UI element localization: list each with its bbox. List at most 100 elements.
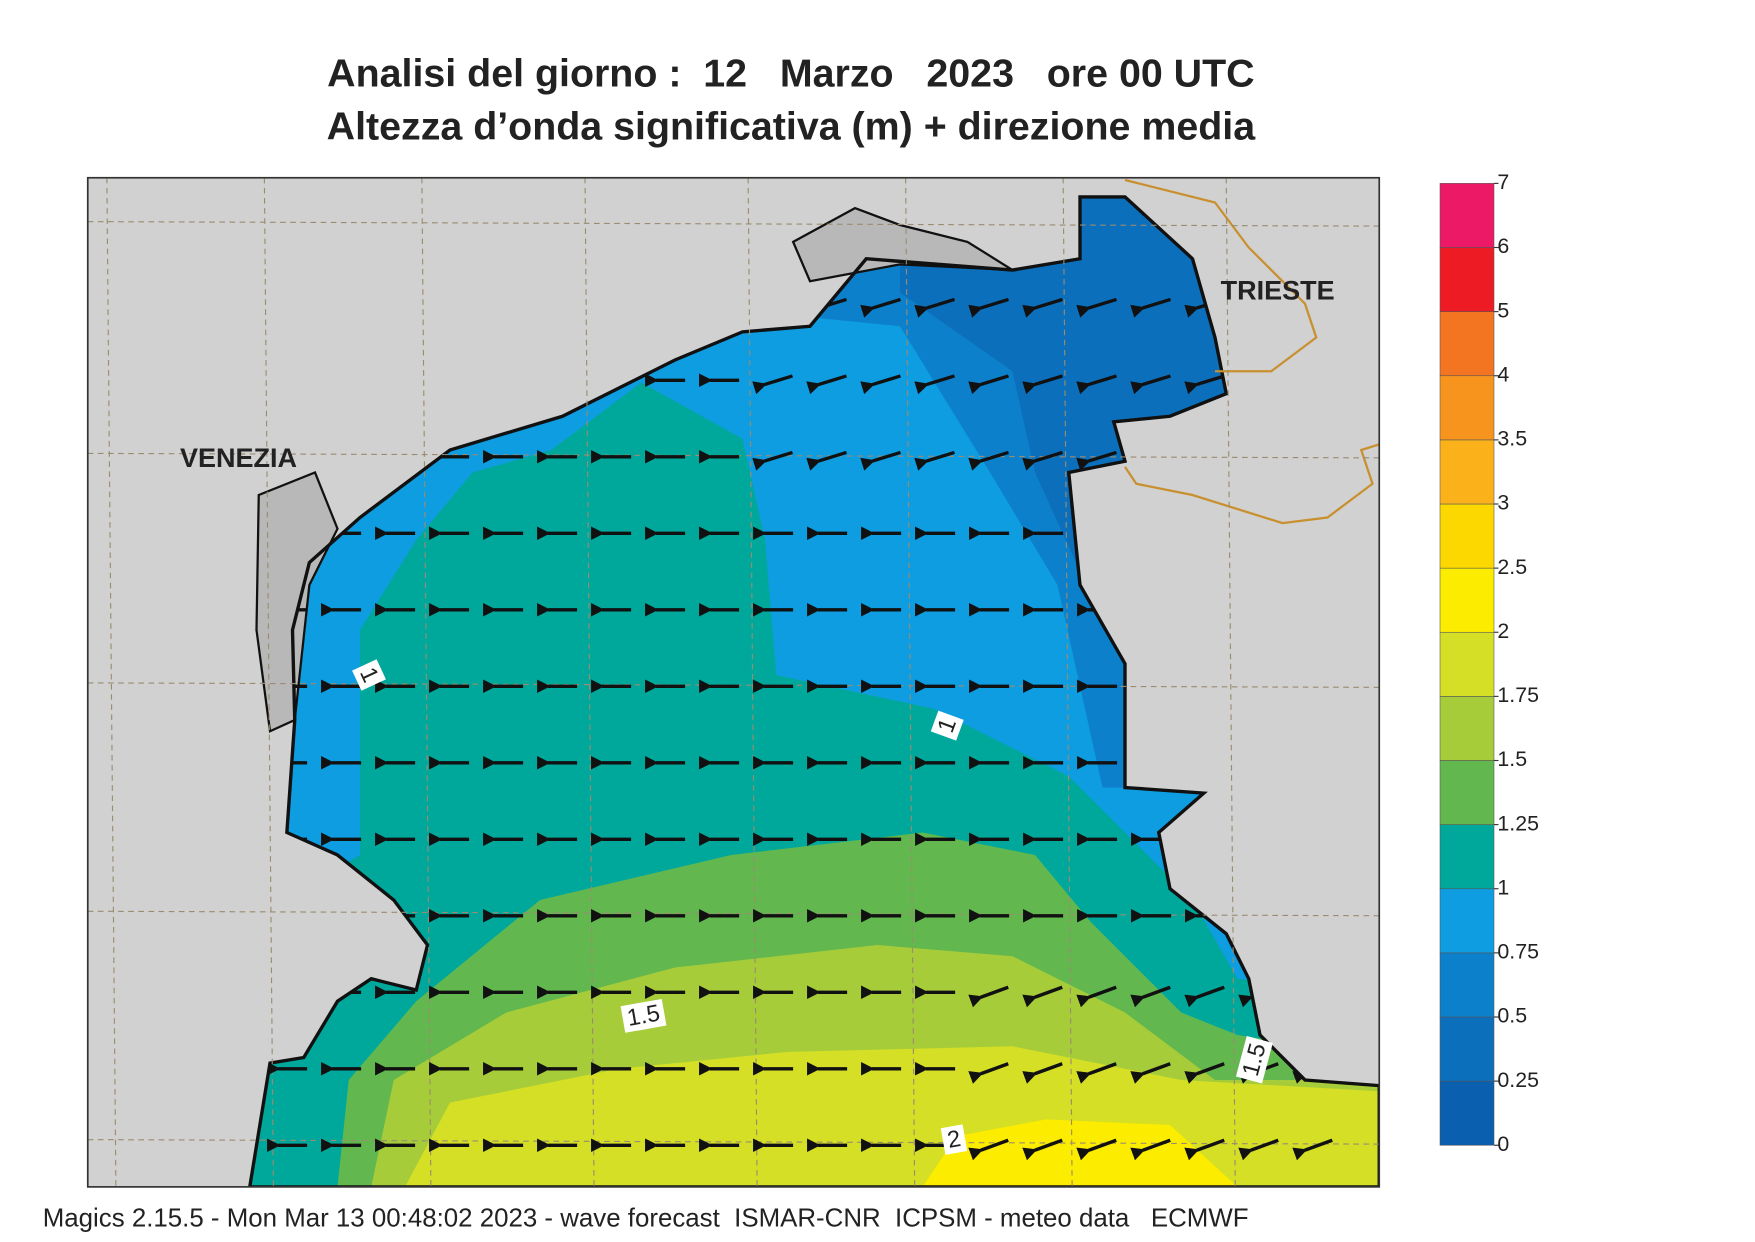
grid-line bbox=[106, 177, 117, 1187]
arrow bbox=[1130, 1062, 1171, 1084]
arrow bbox=[968, 985, 1009, 1008]
grid-line bbox=[584, 177, 595, 1187]
colorbar-swatch bbox=[1439, 567, 1495, 633]
colorbar-label: 3.5 bbox=[1497, 427, 1527, 451]
arrow bbox=[1076, 297, 1117, 318]
arrow bbox=[1292, 1138, 1333, 1161]
city-label: TRIESTE bbox=[1221, 275, 1335, 305]
colorbar: 0 0.25 0.5 0.75 1 1.25 1.5 1.75 2 2.5 3 3.5 4 5 6 7 bbox=[1439, 170, 1539, 1156]
arrow bbox=[1076, 985, 1117, 1008]
colorbar-label: 1 bbox=[1497, 875, 1509, 899]
arrow bbox=[752, 374, 793, 395]
contour-label-box bbox=[940, 1124, 968, 1155]
border-line bbox=[1124, 178, 1380, 525]
arrow bbox=[1238, 1138, 1279, 1161]
footer: Magics 2.15.5 - Mon Mar 13 00:48:02 2023… bbox=[43, 1204, 1249, 1232]
contour-label: 1 bbox=[930, 710, 964, 741]
contour-label: 1 bbox=[352, 659, 386, 691]
colorbar-swatch bbox=[1439, 183, 1495, 248]
colorbar-label: 0.25 bbox=[1497, 1068, 1539, 1092]
colorbar-swatch bbox=[1439, 247, 1495, 312]
colorbar-swatch bbox=[1439, 631, 1495, 697]
arrow bbox=[1130, 374, 1171, 395]
arrow bbox=[968, 1138, 1009, 1161]
colorbar-label: 4 bbox=[1497, 362, 1509, 386]
grid-line bbox=[87, 452, 1380, 459]
map-area bbox=[87, 177, 1380, 1187]
grid-line bbox=[421, 177, 432, 1187]
contour-label-text: 2 bbox=[945, 1126, 962, 1154]
colorbar-swatch bbox=[1439, 375, 1495, 441]
arrow bbox=[860, 450, 901, 471]
colorbar-label: 0 bbox=[1497, 1132, 1509, 1156]
colorbar-label: 0.75 bbox=[1497, 940, 1539, 964]
arrow bbox=[968, 297, 1009, 318]
arrow bbox=[1184, 1138, 1225, 1161]
colorbar-label: 1.25 bbox=[1497, 811, 1539, 835]
colorbar-swatch bbox=[1439, 439, 1495, 505]
colorbar-label: 1.75 bbox=[1497, 683, 1539, 707]
arrow bbox=[1076, 1138, 1117, 1161]
colorbar-swatch bbox=[1439, 311, 1495, 377]
contour-label-box bbox=[930, 710, 964, 741]
contour-label-box bbox=[1235, 1036, 1273, 1084]
colorbar-swatch bbox=[1439, 760, 1495, 825]
grid-line bbox=[747, 177, 758, 1187]
city-label: VENEZIA bbox=[180, 443, 297, 473]
map-frame bbox=[86, 176, 1381, 1188]
arrow bbox=[968, 374, 1009, 395]
title-line-2: Altezza d’onda significativa (m) + direz… bbox=[327, 105, 1257, 149]
colorbar-label: 3 bbox=[1497, 491, 1509, 515]
colorbar-swatch bbox=[1439, 952, 1495, 1018]
colorbar-label: 2 bbox=[1497, 619, 1509, 643]
colorbar-swatch bbox=[1439, 824, 1495, 890]
grid-line bbox=[263, 177, 274, 1187]
colorbar-label: 2.5 bbox=[1497, 555, 1527, 579]
arrow bbox=[752, 450, 793, 471]
arrow bbox=[968, 450, 1009, 471]
arrow bbox=[1130, 1138, 1171, 1161]
arrow bbox=[1184, 985, 1225, 1008]
arrow bbox=[1022, 297, 1063, 318]
colorbar-label: 6 bbox=[1497, 234, 1509, 258]
arrow bbox=[914, 374, 955, 395]
title-line-1: Analisi del giorno : 12 Marzo 2023 ore 0… bbox=[327, 52, 1254, 96]
colorbar-swatch bbox=[1439, 1016, 1495, 1082]
arrow bbox=[968, 1062, 1009, 1084]
contour-label: 2 bbox=[940, 1124, 968, 1155]
arrow bbox=[1184, 1062, 1225, 1084]
colorbar-swatch bbox=[1439, 503, 1495, 569]
contour-label-text: 1.5 bbox=[625, 1001, 662, 1032]
colorbar-swatch bbox=[1439, 696, 1495, 761]
grid-line bbox=[87, 682, 1380, 688]
arrow bbox=[1130, 297, 1171, 318]
grid-line bbox=[905, 177, 916, 1187]
arrow bbox=[806, 450, 847, 471]
grid-line bbox=[87, 221, 1380, 227]
arrow bbox=[914, 297, 955, 318]
colorbar-label: 7 bbox=[1497, 170, 1509, 194]
arrow bbox=[1022, 374, 1063, 395]
colorbar-swatch bbox=[1439, 888, 1495, 954]
arrow bbox=[1022, 985, 1063, 1008]
arrow bbox=[1076, 450, 1117, 471]
arrow bbox=[1022, 1138, 1063, 1161]
arrow bbox=[1022, 450, 1063, 471]
arrow bbox=[806, 374, 847, 395]
arrow bbox=[860, 374, 901, 395]
colorbar-label: 1.5 bbox=[1497, 747, 1527, 771]
lagoon-land bbox=[255, 206, 1017, 733]
arrow bbox=[860, 297, 901, 318]
contour-label: 1.5 bbox=[620, 998, 667, 1033]
colorbar-swatch bbox=[1439, 1080, 1495, 1146]
colorbar-label: 0.5 bbox=[1497, 1004, 1527, 1028]
contour-label-box bbox=[620, 998, 667, 1033]
colorbar-label: 5 bbox=[1497, 298, 1509, 322]
arrow bbox=[1130, 985, 1171, 1008]
arrow bbox=[1076, 1062, 1117, 1084]
grid-line bbox=[1225, 177, 1236, 1187]
contour-label-box bbox=[352, 659, 386, 691]
